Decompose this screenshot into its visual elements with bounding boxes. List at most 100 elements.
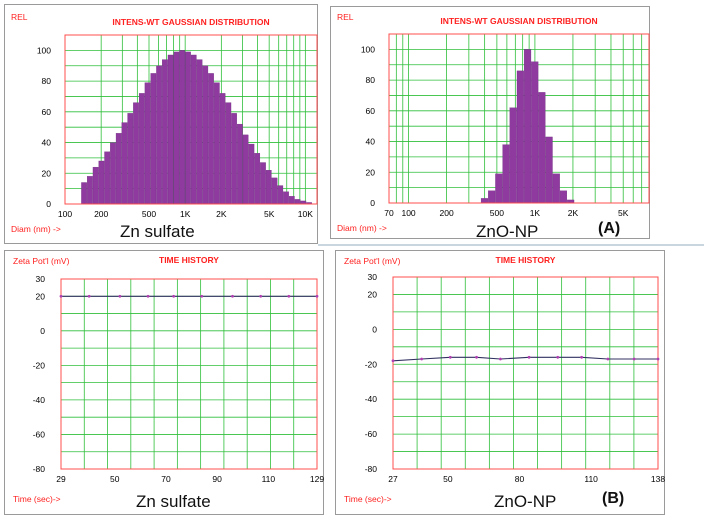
zeta-zno-np-data-point [580, 355, 584, 359]
zeta-zno-np-title: TIME HISTORY [496, 255, 556, 265]
dist-zno-np-bar [538, 92, 546, 204]
dist-zn-sulfate-bar [242, 134, 249, 205]
dist-zn-sulfate-bar [271, 177, 278, 205]
zeta-zno-np-x-tick-label: 80 [515, 474, 525, 484]
dist-zn-sulfate-bar [133, 102, 139, 205]
dist-zno-np-title: INTENS-WT GAUSSIAN DISTRIBUTION [440, 16, 597, 26]
zeta-zno-np-x-tick-label: 110 [584, 474, 598, 484]
dist-zno-np-x-tick-label: 100 [401, 208, 415, 218]
zeta-zno-np-data-point [527, 355, 531, 359]
dist-zno-np-bar [516, 70, 524, 204]
dist-zn-sulfate-bar [185, 51, 191, 205]
zeta-zn-sulfate-y-tick-label: 20 [36, 291, 46, 301]
dist-zno-np-x-tick-label: 200 [440, 208, 454, 218]
zeta-history-zno-np-chart: TIME HISTORY Zeta Pot'l (mV) Time (sec)-> 3… [344, 255, 665, 504]
zeta-zno-np-plot-frame [392, 276, 659, 470]
dist-zn-sulfate-bar [138, 93, 145, 205]
zeta-zno-np-x-tick-label: 27 [388, 474, 398, 484]
caption-b-zn-sulfate: Zn sulfate [136, 492, 211, 511]
zeta-zn-sulfate-x-tick-label: 90 [212, 474, 222, 484]
zeta-zno-np-x-tick-label: 138 [651, 474, 665, 484]
dist-zno-np-bar [545, 136, 553, 204]
zeta-zn-sulfate-data-point [200, 294, 204, 298]
dist-zno-np-bar [552, 173, 560, 204]
dist-zn-sulfate-bar [248, 143, 255, 205]
zeta-zn-sulfate-data-point [118, 294, 122, 298]
zeta-zno-np-data-point [632, 357, 636, 361]
dist-zn-sulfate-bar [162, 59, 168, 205]
dist-zn-sulfate-title: INTENS-WT GAUSSIAN DISTRIBUTION [112, 17, 269, 27]
dist-zno-np-bar [502, 144, 510, 204]
dist-zno-np-bar [524, 49, 532, 204]
dist-zno-np-y-tick-label: 20 [366, 167, 376, 177]
dist-zn-sulfate-bar [260, 162, 266, 205]
dist-zn-sulfate-bar [156, 65, 162, 205]
zeta-zn-sulfate-x-tick-label: 70 [161, 474, 171, 484]
dist-zn-sulfate-bar [87, 176, 93, 205]
zeta-zn-sulfate-data-point [59, 294, 63, 298]
zeta-zno-np-data-point [499, 357, 502, 361]
zeta-zno-np-y-tick-label: -20 [365, 359, 378, 369]
dist-zn-sulfate-bar [81, 182, 87, 205]
zeta-zno-np-y-tick-label: 30 [368, 272, 378, 282]
dist-zn-sulfate-y-tick-label: 80 [42, 76, 52, 86]
zeta-zn-sulfate-data-point [146, 294, 150, 298]
dist-zn-sulfate-x-tick-label: 5K [264, 209, 275, 219]
dist-zn-sulfate-bar [237, 123, 243, 205]
dist-zn-sulfate-bar [121, 122, 128, 205]
dist-zn-sulfate-bar [231, 113, 237, 205]
dist-zno-np-bar [495, 173, 503, 204]
zeta-zn-sulfate-x-tick-label: 110 [262, 474, 276, 484]
zeta-zn-sulfate-x-tick-label: 29 [56, 474, 66, 484]
panel-tag-a: (A) [598, 220, 621, 237]
zeta-zn-sulfate-y-tick-label: 30 [36, 274, 46, 284]
dist-zn-sulfate-bar [208, 73, 214, 205]
zeta-zn-sulfate-data-point [315, 294, 319, 298]
dist-zno-np-y-tick-label: 40 [366, 137, 376, 147]
zeta-zn-sulfate-y-tick-label: -20 [33, 360, 46, 370]
zeta-zn-sulfate-data-point [172, 294, 176, 298]
zeta-zno-np-data-point [556, 355, 560, 359]
dist-zn-sulfate-bar [283, 191, 289, 205]
caption-a-zn-sulfate: Zn sulfate [120, 222, 195, 241]
dist-zn-sulfate-bar [294, 199, 301, 205]
zeta-zn-sulfate-y-tick-label: 0 [40, 326, 45, 336]
dist-zno-np-bar [480, 198, 489, 204]
size-distribution-zn-sulfate-panel: INTENS-WT GAUSSIAN DISTRIBUTION REL Diam (… [4, 4, 318, 244]
dist-zn-sulfate-bar [110, 142, 116, 205]
dist-zn-sulfate-plot-frame [64, 34, 318, 205]
dist-zno-np-bar [509, 107, 517, 204]
dist-zn-sulfate-bar [213, 82, 220, 205]
dist-zn-sulfate-y-tick-label: 60 [42, 107, 52, 117]
dist-zn-sulfate-bar [104, 151, 111, 205]
zeta-zn-sulfate-data-point [259, 294, 263, 298]
zeta-zno-np-data-point [448, 355, 452, 359]
zeta-history-zn-sulfate-chart: TIME HISTORY Zeta Pot'l (mV) Time (sec)-> 3… [13, 255, 324, 504]
dist-zn-sulfate-x-tick-label: 2K [216, 209, 227, 219]
dist-zn-sulfate-x-tick-label: 200 [94, 209, 108, 219]
zeta-zno-np-y-tick-label: 20 [368, 289, 378, 299]
size-distribution-zn-sulfate-chart: INTENS-WT GAUSSIAN DISTRIBUTION REL Diam (… [11, 12, 318, 234]
zeta-zn-sulfate-title: TIME HISTORY [159, 255, 219, 265]
dist-zn-sulfate-bar [92, 166, 99, 205]
dist-zn-sulfate-bar [167, 54, 174, 205]
zeta-zn-sulfate-ylabel: Zeta Pot'l (mV) [13, 256, 70, 266]
zeta-zno-np-ylabel: Zeta Pot'l (mV) [344, 256, 401, 266]
zeta-zno-np-x-tick-label: 50 [443, 474, 453, 484]
dist-zn-sulfate-bar [202, 65, 209, 205]
dist-zn-sulfate-bar [144, 82, 151, 205]
zeta-zn-sulfate-plot-frame [60, 278, 318, 470]
dist-zno-np-bar [531, 61, 539, 204]
dist-zn-sulfate-xlabel: Diam (nm) -> [11, 224, 61, 234]
dist-zn-sulfate-bar [196, 59, 203, 205]
dist-zn-sulfate-x-tick-label: 10K [298, 209, 313, 219]
dist-zn-sulfate-bar [115, 133, 122, 205]
dist-zn-sulfate-bar [127, 113, 134, 205]
dist-zno-np-y-tick-label: 80 [366, 75, 376, 85]
dist-zno-np-x-tick-label: 1K [530, 208, 541, 218]
dist-zn-sulfate-y-tick-label: 100 [37, 45, 51, 55]
dist-zn-sulfate-bar [219, 93, 226, 205]
dist-zn-sulfate-bar [225, 102, 232, 205]
zeta-zno-np-data-point [475, 355, 478, 359]
zeta-zn-sulfate-y-tick-label: -60 [33, 429, 46, 439]
